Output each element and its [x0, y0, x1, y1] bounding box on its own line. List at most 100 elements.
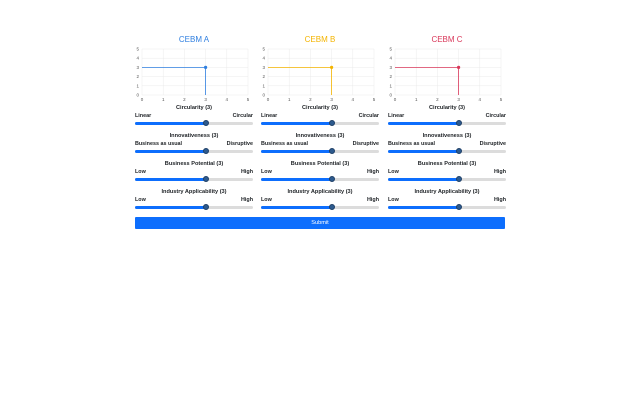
slider-group: Industry Applicability (3) Low High — [388, 189, 506, 210]
slider-title: Innovativeness (3) — [169, 133, 219, 139]
slider-track[interactable] — [261, 148, 379, 154]
slider-thumb[interactable] — [328, 176, 335, 182]
slider-group: Circularity (3) Linear Circular — [261, 105, 379, 126]
x-tick-label: 1 — [162, 97, 165, 102]
slider-low-label: Low — [388, 197, 399, 203]
data-point — [204, 65, 208, 69]
slider-track[interactable] — [261, 204, 379, 210]
cebm-title: CEBM A — [178, 35, 210, 44]
x-tick-label: 5 — [373, 97, 376, 102]
slider-group: Innovativeness (3) Business as usual Disru… — [388, 133, 506, 154]
slider-low-label: Low — [135, 169, 146, 175]
slider-track[interactable] — [135, 204, 253, 210]
slider-title: Industry Applicability (3) — [287, 189, 353, 195]
cebm-title: CEBM B — [304, 35, 336, 44]
slider-end-labels: Linear Circular — [135, 113, 253, 120]
slider-group: Innovativeness (3) Business as usual Disru… — [135, 133, 253, 154]
slider-thumb[interactable] — [328, 204, 335, 210]
slider-fill — [388, 206, 459, 209]
slider-high-label: Disruptive — [352, 141, 379, 147]
cebm-form: CEBM A 0 1 2 3 4 5 0 1 2 3 4 5 Circularity (3) Linear C… — [135, 0, 506, 229]
x-tick-label: 0 — [267, 97, 270, 102]
slider-track[interactable] — [135, 176, 253, 182]
y-tick-label: 5 — [262, 47, 265, 52]
slider-fill — [135, 150, 206, 153]
slider-high-label: Disruptive — [226, 141, 253, 147]
slider-fill — [388, 150, 459, 153]
slider-fill — [388, 122, 459, 125]
x-tick-label: 1 — [288, 97, 291, 102]
slider-track[interactable] — [135, 120, 253, 126]
slider-thumb[interactable] — [328, 120, 335, 126]
slider-low-label: Low — [261, 169, 272, 175]
slider-low-label: Business as usual — [261, 141, 309, 147]
slider-title: Business Potential (3) — [164, 161, 224, 167]
slider-title: Innovativeness (3) — [295, 133, 345, 139]
slider-fill — [135, 122, 206, 125]
slider-end-labels: Low High — [388, 169, 506, 176]
slider-thumb[interactable] — [202, 204, 209, 210]
slider-title: Industry Applicability (3) — [414, 189, 480, 195]
y-tick-label: 2 — [136, 74, 139, 79]
y-tick-label: 5 — [136, 47, 139, 52]
slider-low-label: Low — [135, 197, 146, 203]
series-line — [268, 66, 332, 95]
slider-title: Circularity (3) — [428, 105, 466, 111]
slider-high-label: High — [241, 197, 253, 203]
slider-track[interactable] — [261, 176, 379, 182]
slider-track[interactable] — [388, 176, 506, 182]
slider-group: Business Potential (3) Low High — [135, 161, 253, 182]
y-tick-label: 3 — [262, 65, 265, 70]
y-tick-label: 4 — [389, 56, 392, 61]
slider-title: Circularity (3) — [175, 105, 213, 111]
x-tick-label: 4 — [226, 97, 229, 102]
slider-track[interactable] — [135, 148, 253, 154]
slider-end-labels: Linear Circular — [388, 113, 506, 120]
slider-high-label: High — [367, 197, 379, 203]
slider-track[interactable] — [261, 120, 379, 126]
slider-thumb[interactable] — [455, 120, 462, 126]
slider-track[interactable] — [388, 204, 506, 210]
slider-end-labels: Business as usual Disruptive — [388, 141, 506, 148]
y-tick-label: 3 — [389, 65, 392, 70]
series-line — [395, 66, 459, 95]
x-tick-label: 0 — [394, 97, 397, 102]
series-line — [142, 66, 206, 95]
slider-track[interactable] — [388, 120, 506, 126]
submit-button[interactable]: Submit — [135, 217, 505, 229]
cebm-chart: 0 1 2 3 4 5 0 1 2 3 4 5 — [262, 47, 376, 103]
data-point — [457, 65, 461, 69]
cebm-panels: CEBM A 0 1 2 3 4 5 0 1 2 3 4 5 Circularity (3) Linear C… — [135, 0, 506, 215]
y-tick-label: 4 — [262, 56, 265, 61]
x-tick-label: 2 — [436, 97, 439, 102]
slider-thumb[interactable] — [455, 204, 462, 210]
slider-thumb[interactable] — [328, 148, 335, 154]
x-tick-label: 3 — [204, 97, 207, 102]
x-tick-label: 5 — [247, 97, 250, 102]
slider-fill — [135, 206, 206, 209]
slider-title: Business Potential (3) — [290, 161, 350, 167]
x-tick-label: 2 — [183, 97, 186, 102]
slider-end-labels: Business as usual Disruptive — [261, 141, 379, 148]
y-tick-label: 0 — [389, 93, 392, 98]
slider-group: Innovativeness (3) Business as usual Disru… — [261, 133, 379, 154]
y-tick-label: 5 — [389, 47, 392, 52]
x-tick-label: 5 — [500, 97, 503, 102]
slider-title: Business Potential (3) — [417, 161, 477, 167]
x-tick-label: 0 — [141, 97, 144, 102]
slider-group: Business Potential (3) Low High — [261, 161, 379, 182]
data-point — [330, 65, 334, 69]
x-tick-label: 1 — [415, 97, 418, 102]
x-tick-label: 2 — [309, 97, 312, 102]
slider-track[interactable] — [388, 148, 506, 154]
slider-thumb[interactable] — [455, 176, 462, 182]
slider-high-label: Circular — [232, 113, 253, 119]
slider-thumb[interactable] — [455, 148, 462, 154]
slider-thumb[interactable] — [202, 120, 209, 126]
slider-end-labels: Low High — [261, 197, 379, 204]
slider-low-label: Linear — [388, 113, 405, 119]
slider-high-label: Disruptive — [479, 141, 506, 147]
slider-group: Circularity (3) Linear Circular — [135, 105, 253, 126]
slider-thumb[interactable] — [202, 176, 209, 182]
slider-thumb[interactable] — [202, 148, 209, 154]
